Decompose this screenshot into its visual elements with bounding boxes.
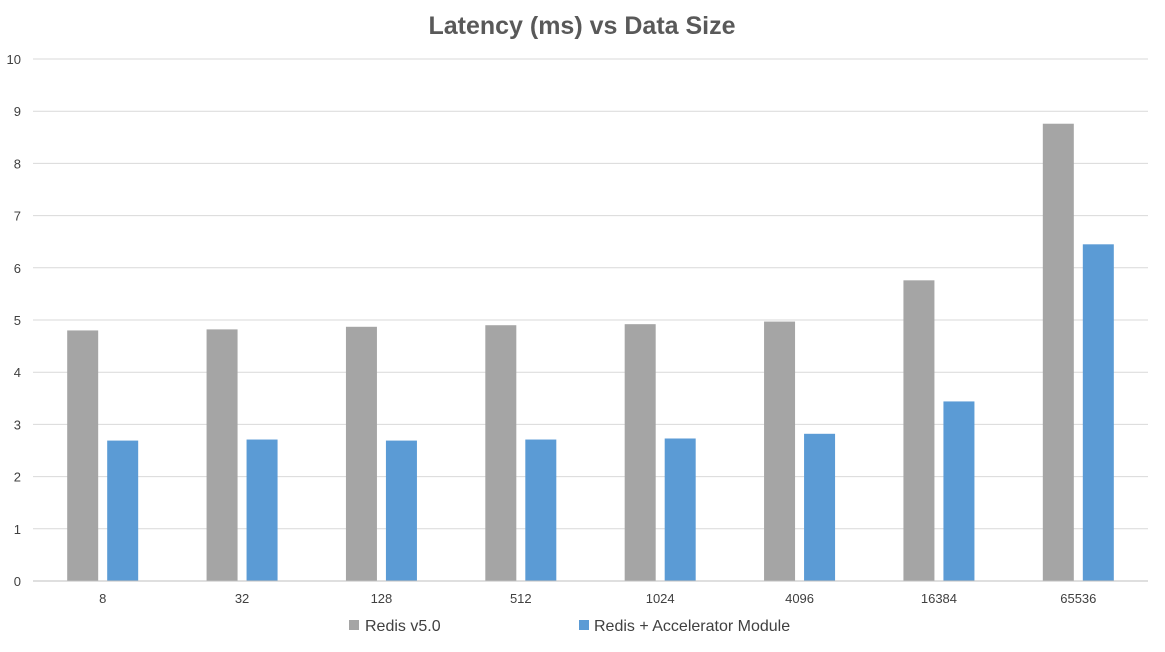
y-tick-label: 6: [14, 261, 21, 276]
bar-redis-v5-32: [206, 329, 238, 581]
y-axis-ticks: 0 1 2 3 4 5 6 7 8 9 10: [7, 52, 21, 589]
bar-redis-accelerator-8: [107, 440, 139, 581]
y-tick-label: 1: [14, 522, 21, 537]
bar-redis-v5-8: [67, 330, 99, 581]
legend-swatch-redis-accelerator: [579, 620, 589, 630]
x-tick-label: 1024: [646, 591, 675, 606]
bar-redis-accelerator-128: [385, 440, 417, 581]
y-tick-label: 2: [14, 470, 21, 485]
y-tick-label: 7: [14, 209, 21, 224]
y-tick-label: 3: [14, 417, 21, 432]
x-tick-label: 65536: [1060, 591, 1096, 606]
y-tick-label: 9: [14, 104, 21, 119]
bar-redis-accelerator-4096: [804, 433, 836, 581]
bar-redis-v5-128: [345, 326, 377, 581]
bar-redis-v5-16384: [903, 280, 935, 581]
x-tick-label: 16384: [921, 591, 957, 606]
y-tick-label: 5: [14, 313, 21, 328]
x-tick-label: 32: [235, 591, 249, 606]
bar-redis-v5-65536: [1042, 123, 1074, 581]
x-tick-label: 8: [99, 591, 106, 606]
x-tick-label: 4096: [785, 591, 814, 606]
chart-title: Latency (ms) vs Data Size: [428, 12, 735, 40]
gridlines: [33, 58, 1148, 530]
legend-label-redis-v5: Redis v5.0: [365, 618, 441, 635]
bar-redis-v5-512: [485, 325, 517, 581]
y-tick-label: 8: [14, 156, 21, 171]
y-tick-label: 4: [14, 365, 21, 380]
bar-redis-accelerator-65536: [1082, 244, 1114, 581]
bar-redis-accelerator-32: [246, 439, 278, 581]
x-tick-label: 512: [510, 591, 532, 606]
x-axis-ticks: 8 32 128 512 1024 4096 16384 65536: [99, 591, 1096, 606]
bar-redis-accelerator-1024: [664, 438, 696, 581]
bars: [67, 123, 1114, 581]
bar-redis-accelerator-512: [525, 439, 557, 581]
legend-label-redis-accelerator: Redis + Accelerator Module: [594, 618, 790, 635]
y-tick-label: 10: [7, 52, 21, 67]
legend-swatch-redis-v5: [349, 620, 359, 630]
y-tick-label: 0: [14, 574, 21, 589]
bar-redis-accelerator-16384: [943, 401, 975, 581]
legend: Redis v5.0 Redis + Accelerator Module: [349, 618, 790, 635]
x-tick-label: 128: [371, 591, 393, 606]
bar-redis-v5-1024: [624, 324, 656, 581]
bar-redis-v5-4096: [764, 321, 796, 581]
